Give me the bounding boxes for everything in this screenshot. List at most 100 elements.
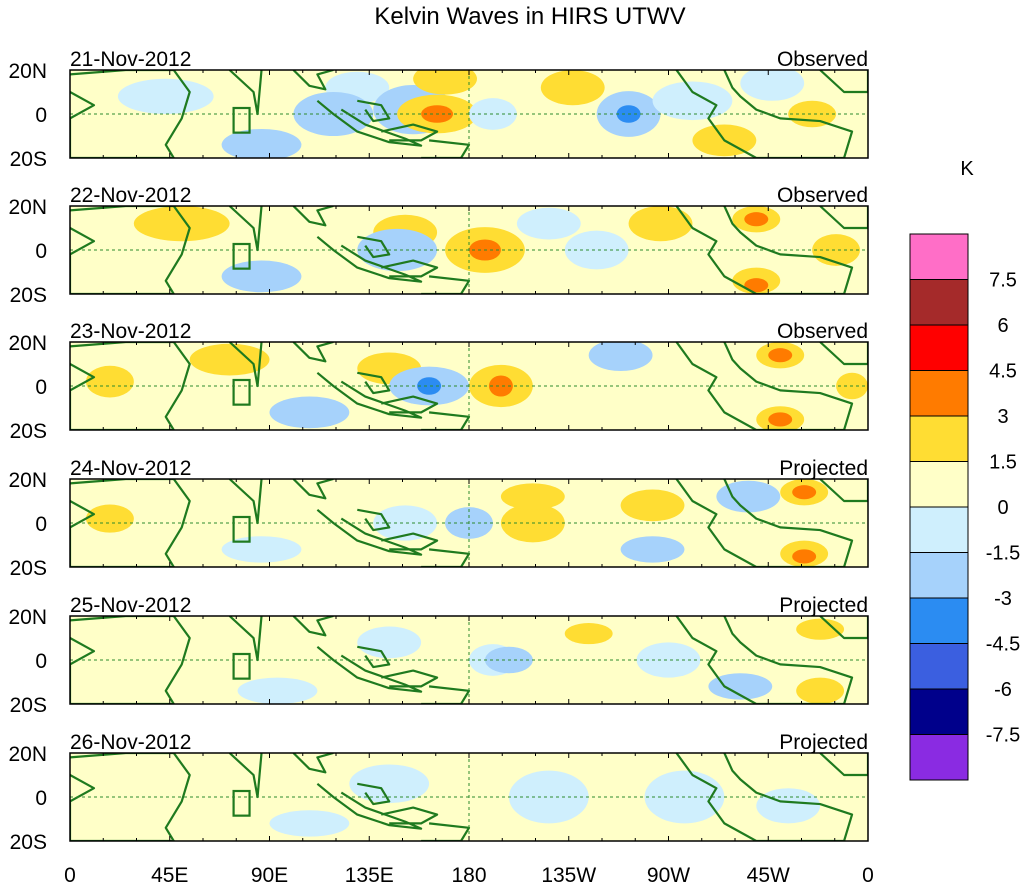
coastline	[380, 669, 439, 688]
panel-status: Projected	[779, 594, 868, 617]
lon-tick-label: 0	[64, 864, 76, 887]
colorbar-unit: K	[960, 158, 974, 180]
coastline	[819, 479, 868, 503]
colorbar-label: -1.5	[986, 543, 1020, 565]
coastline	[421, 411, 471, 430]
coastline	[292, 753, 334, 774]
coastline	[675, 70, 854, 158]
colorbar-swatch	[909, 506, 969, 553]
coastline	[357, 99, 391, 123]
anomaly-contour	[768, 412, 793, 427]
anomaly-contour	[628, 206, 693, 242]
coastline	[292, 479, 334, 500]
map-panel: 23-Nov-2012 Observed 20N 0 20S	[8, 320, 869, 443]
anomaly-contour	[792, 549, 817, 564]
colorbar-swatch	[909, 688, 969, 735]
panel-date: 26-Nov-2012	[70, 731, 191, 754]
coastline	[421, 685, 471, 704]
colorbar-swatch	[909, 370, 969, 417]
lon-tick-label: 135W	[541, 864, 596, 887]
colorbar-swatch	[909, 643, 969, 690]
coastline	[421, 822, 471, 841]
colorbar-swatch	[909, 597, 969, 644]
coastline	[675, 616, 854, 704]
lat-tick-label: 20N	[8, 60, 47, 83]
coastline	[380, 123, 439, 142]
colorbar-label: 3	[997, 406, 1008, 428]
coastline	[380, 806, 439, 825]
coastline	[228, 479, 263, 525]
anomaly-contour	[189, 343, 270, 376]
lat-tick-label: 0	[35, 376, 47, 399]
colorbar-label: -7.5	[986, 725, 1020, 747]
coastlines	[70, 342, 868, 430]
anomaly-contour	[588, 342, 653, 372]
colorbar-label: -3	[994, 588, 1012, 610]
coastline	[316, 371, 423, 419]
coastline	[819, 206, 868, 230]
anomaly-contour	[716, 480, 781, 513]
coastline	[819, 70, 868, 94]
coastline	[228, 753, 263, 799]
anomaly-contour	[349, 764, 430, 804]
lat-tick-label: 0	[35, 650, 47, 673]
map-panel: 24-Nov-2012 Projected 20N 0 20S	[8, 457, 869, 580]
anomaly-contour	[756, 788, 821, 824]
anomaly-contour	[85, 365, 134, 398]
anomaly-contour	[373, 505, 438, 541]
region-box	[232, 378, 251, 406]
region-box	[232, 106, 251, 134]
lat-tick-label: 20S	[10, 831, 47, 854]
coastline	[380, 532, 439, 551]
lat-tick-label: 0	[35, 787, 47, 810]
anomaly-contour	[221, 536, 302, 563]
lat-tick-label: 20S	[10, 284, 47, 307]
panel-status: Observed	[777, 48, 868, 71]
lat-tick-label: 20N	[8, 606, 47, 629]
lat-tick-label: 20N	[8, 743, 47, 766]
anomaly-contour	[269, 396, 350, 429]
anomaly-contour	[508, 770, 589, 824]
anomaly-contour	[117, 78, 214, 114]
anomaly-contour	[564, 623, 613, 645]
anomaly-contour	[540, 70, 605, 106]
colorbar-swatch	[909, 415, 969, 462]
map-panel: 21-Nov-2012 Observed 20N 0 20S	[8, 48, 869, 171]
lat-tick-label: 0	[35, 240, 47, 263]
lat-tick-label: 20N	[8, 332, 47, 355]
panel-status: Projected	[779, 457, 868, 480]
anomaly-contour	[269, 810, 350, 837]
lat-tick-label: 0	[35, 513, 47, 536]
colorbar: K 7.5 6 4.5 3 1.5 0 -1.5 -3 -4.5 -6 -7.5	[909, 158, 1020, 781]
coastline	[819, 616, 868, 640]
anomaly-contour	[500, 483, 565, 510]
lat-tick-label: 20S	[10, 148, 47, 171]
anomaly-contour	[744, 278, 769, 293]
anomaly-contour	[237, 677, 318, 704]
anomaly-contour	[636, 642, 701, 678]
lon-tick-label: 0	[862, 864, 874, 887]
anomaly-contour	[85, 504, 134, 533]
map-panel: 26-Nov-2012 Projected 20N 0 20S	[8, 731, 869, 854]
anomaly-contour	[792, 485, 817, 500]
lon-tick-label: 90W	[647, 864, 690, 887]
colorbar-label: 6	[997, 315, 1008, 337]
x-axis: 0 45E 90E 135E 180 135W 90W 45W 0	[64, 864, 874, 887]
coastline	[675, 479, 854, 567]
colorbar-label: 7.5	[989, 270, 1017, 292]
lat-tick-label: 0	[35, 104, 47, 127]
coastline	[228, 206, 263, 252]
map-panel: 25-Nov-2012 Projected 20N 0 20S	[8, 594, 869, 717]
coastline	[380, 395, 439, 414]
colorbar-swatch	[909, 552, 969, 599]
panel-date: 25-Nov-2012	[70, 594, 191, 617]
anomaly-contour	[620, 489, 685, 522]
coastlines	[70, 753, 868, 841]
colorbar-label: -6	[994, 679, 1012, 701]
colorbar-swatch	[909, 324, 969, 371]
panel-date: 23-Nov-2012	[70, 320, 191, 343]
coastline	[292, 342, 334, 363]
coastline	[316, 508, 423, 556]
colorbar-swatch	[909, 734, 969, 781]
panel-status: Observed	[777, 184, 868, 207]
